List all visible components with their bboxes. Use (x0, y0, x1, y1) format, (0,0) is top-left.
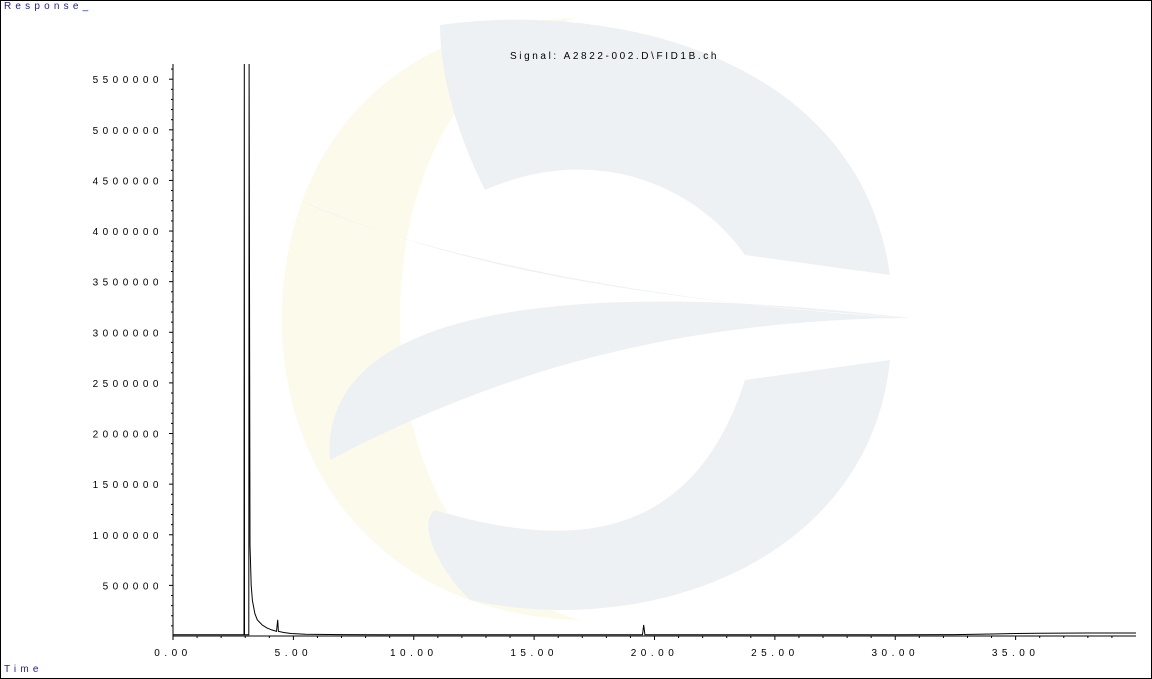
signal-trace (173, 63, 1136, 636)
x-tick-label: 30.00 (871, 648, 919, 659)
chart-title: Signal: A2822-002.D\FID1B.ch (510, 51, 719, 62)
y-axis-title: Response_ (4, 1, 93, 12)
y-tick-label: 1500000 (93, 480, 163, 491)
y-tick-label: 4500000 (93, 176, 163, 187)
x-tick-label: 5.00 (275, 648, 312, 659)
watermark-blue-c (300, 19, 910, 611)
y-tick-label: 5500000 (93, 75, 163, 86)
x-tick-label: 25.00 (751, 648, 799, 659)
y-tick-label: 3000000 (93, 328, 163, 339)
y-tick-label: 2500000 (93, 379, 163, 390)
y-tick-label: 1000000 (93, 531, 163, 542)
x-tick-label: 35.00 (992, 648, 1040, 659)
series-layer (173, 63, 1136, 636)
y-tick-label: 5000000 (93, 126, 163, 137)
watermark-yellow-arc (282, 18, 580, 620)
y-tick-label: 500000 (103, 581, 163, 592)
y-axis-ticks: 500000 1000000 1500000 2000000 2500000 300000… (93, 68, 173, 627)
x-tick-label: 15.00 (510, 648, 558, 659)
x-tick-label: 0.00 (154, 648, 191, 659)
y-tick-label: 2000000 (93, 430, 163, 441)
watermark-logo (282, 18, 910, 620)
x-axis-ticks: 0.00 5.00 10.00 15.00 20.00 25.00 30.00 35.00 (154, 636, 1113, 659)
y-tick-label: 4000000 (93, 227, 163, 238)
x-tick-label: 10.00 (390, 648, 438, 659)
x-axis-title: Time (4, 664, 43, 675)
y-tick-label: 3500000 (93, 278, 163, 289)
x-tick-label: 20.00 (631, 648, 679, 659)
